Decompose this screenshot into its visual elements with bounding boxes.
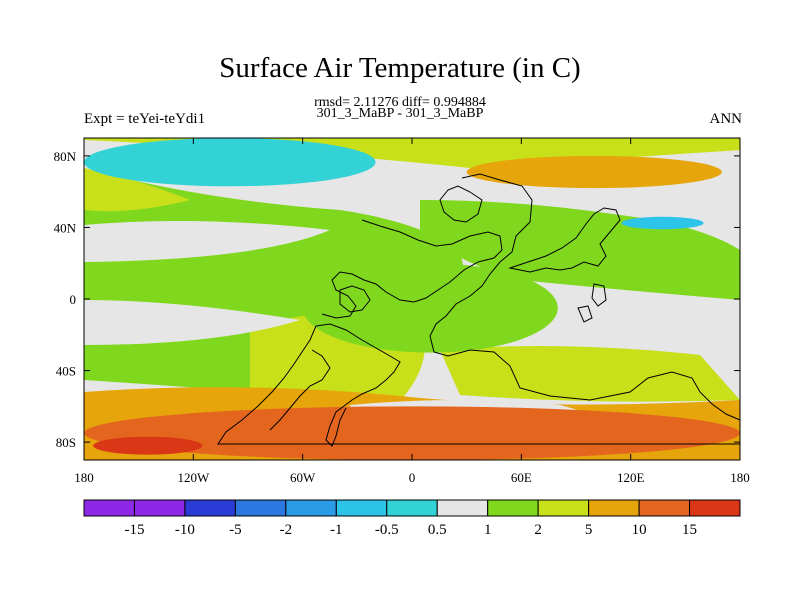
anomaly-blob-4 bbox=[84, 221, 330, 262]
colorbar-box bbox=[285, 499, 337, 517]
colorbar-level-label: -15 bbox=[124, 522, 144, 538]
y-tick-label: 80S bbox=[56, 435, 76, 450]
y-tick-label: 80N bbox=[54, 149, 77, 164]
x-tick-label: 60W bbox=[290, 470, 316, 485]
coastline-asia-east bbox=[508, 207, 621, 273]
coastline-north-america bbox=[321, 219, 503, 319]
colorbar-level-label: 5 bbox=[585, 522, 593, 538]
region-siberian-warm-anomaly bbox=[466, 155, 722, 189]
region-southern-ocean-hot-core bbox=[93, 436, 203, 455]
colorbar-level-label: 0.5 bbox=[428, 522, 447, 538]
y-tick-label: 0 bbox=[70, 292, 77, 307]
coastline-island-1 bbox=[591, 283, 607, 307]
colorbar-level-label: 10 bbox=[632, 522, 647, 538]
region-tropical-indian-warm-band bbox=[302, 263, 558, 353]
colorbar-box bbox=[83, 499, 135, 517]
anomaly-blob-6 bbox=[84, 300, 300, 345]
x-tick-label: 60E bbox=[511, 470, 532, 485]
coastline-south-america bbox=[315, 323, 401, 447]
coastline-americas bbox=[429, 173, 741, 421]
coastline-africa-inner bbox=[269, 349, 331, 431]
colorbar-box bbox=[133, 499, 186, 517]
colorbar-box bbox=[436, 499, 489, 517]
coastlines bbox=[217, 173, 741, 447]
region-southern-ocean-warm-band bbox=[84, 406, 740, 460]
figure-title: Surface Air Temperature (in C) bbox=[219, 52, 581, 84]
rmsd-stats-label: rmsd= 2.11276 diff= 0.994884 bbox=[314, 95, 486, 110]
x-tick-label: 120W bbox=[177, 470, 210, 485]
season-label: ANN bbox=[709, 111, 743, 127]
colorbar-level-label: -5 bbox=[229, 522, 242, 538]
x-tick-label: 120E bbox=[617, 470, 645, 485]
comparison-subtitle: 301_3_MaBP - 301_3_MaBP bbox=[316, 106, 484, 121]
colorbar-level-label: -10 bbox=[175, 522, 195, 538]
coastline-island-2 bbox=[577, 305, 593, 323]
colorbar-level-label: 15 bbox=[682, 522, 697, 538]
colorbar-level-label: -2 bbox=[280, 522, 293, 538]
anomaly-blob-1 bbox=[84, 168, 190, 212]
colorbar-box bbox=[689, 499, 741, 517]
colorbar-box bbox=[487, 499, 539, 517]
x-tick-label: 180 bbox=[74, 470, 94, 485]
colorbar-box bbox=[386, 499, 438, 517]
experiment-label: Expt = teYei-teYdi1 bbox=[84, 111, 206, 127]
anomaly-blob-5 bbox=[500, 300, 740, 347]
colorbar-level-label: 2 bbox=[534, 522, 542, 538]
colorbar-level-label: -1 bbox=[330, 522, 343, 538]
colorbar-level-label: 1 bbox=[484, 522, 492, 538]
colorbar-level-label: -0.5 bbox=[375, 522, 399, 538]
x-tick-label: 180 bbox=[730, 470, 750, 485]
x-tick-label: 0 bbox=[409, 470, 416, 485]
colorbar-box bbox=[335, 499, 388, 517]
y-tick-label: 40N bbox=[54, 220, 77, 235]
colorbar-box bbox=[588, 499, 640, 517]
coastline-greenland-block bbox=[439, 185, 483, 223]
anomaly-blob-7 bbox=[440, 346, 740, 402]
colorbar-box bbox=[184, 499, 236, 517]
axis-ticks: 180 120W 60W 0 60E 120E 180 80N 40N 0 40S 80S bbox=[54, 138, 750, 485]
coastline-andes bbox=[217, 325, 740, 445]
temperature-anomaly-field bbox=[84, 138, 740, 460]
colorbar-box bbox=[537, 499, 590, 517]
region-north-atlantic-cool-band bbox=[84, 138, 376, 187]
y-tick-label: 40S bbox=[56, 364, 76, 379]
colorbar-box bbox=[234, 499, 287, 517]
colorbar-box bbox=[638, 499, 691, 517]
colorbar: -15 -10 -5 -2 -1 -0.5 0.5 1 2 5 10 15 bbox=[83, 499, 741, 538]
coastline-central-block bbox=[339, 285, 371, 313]
region-central-pacific-cool-patch bbox=[621, 216, 704, 230]
